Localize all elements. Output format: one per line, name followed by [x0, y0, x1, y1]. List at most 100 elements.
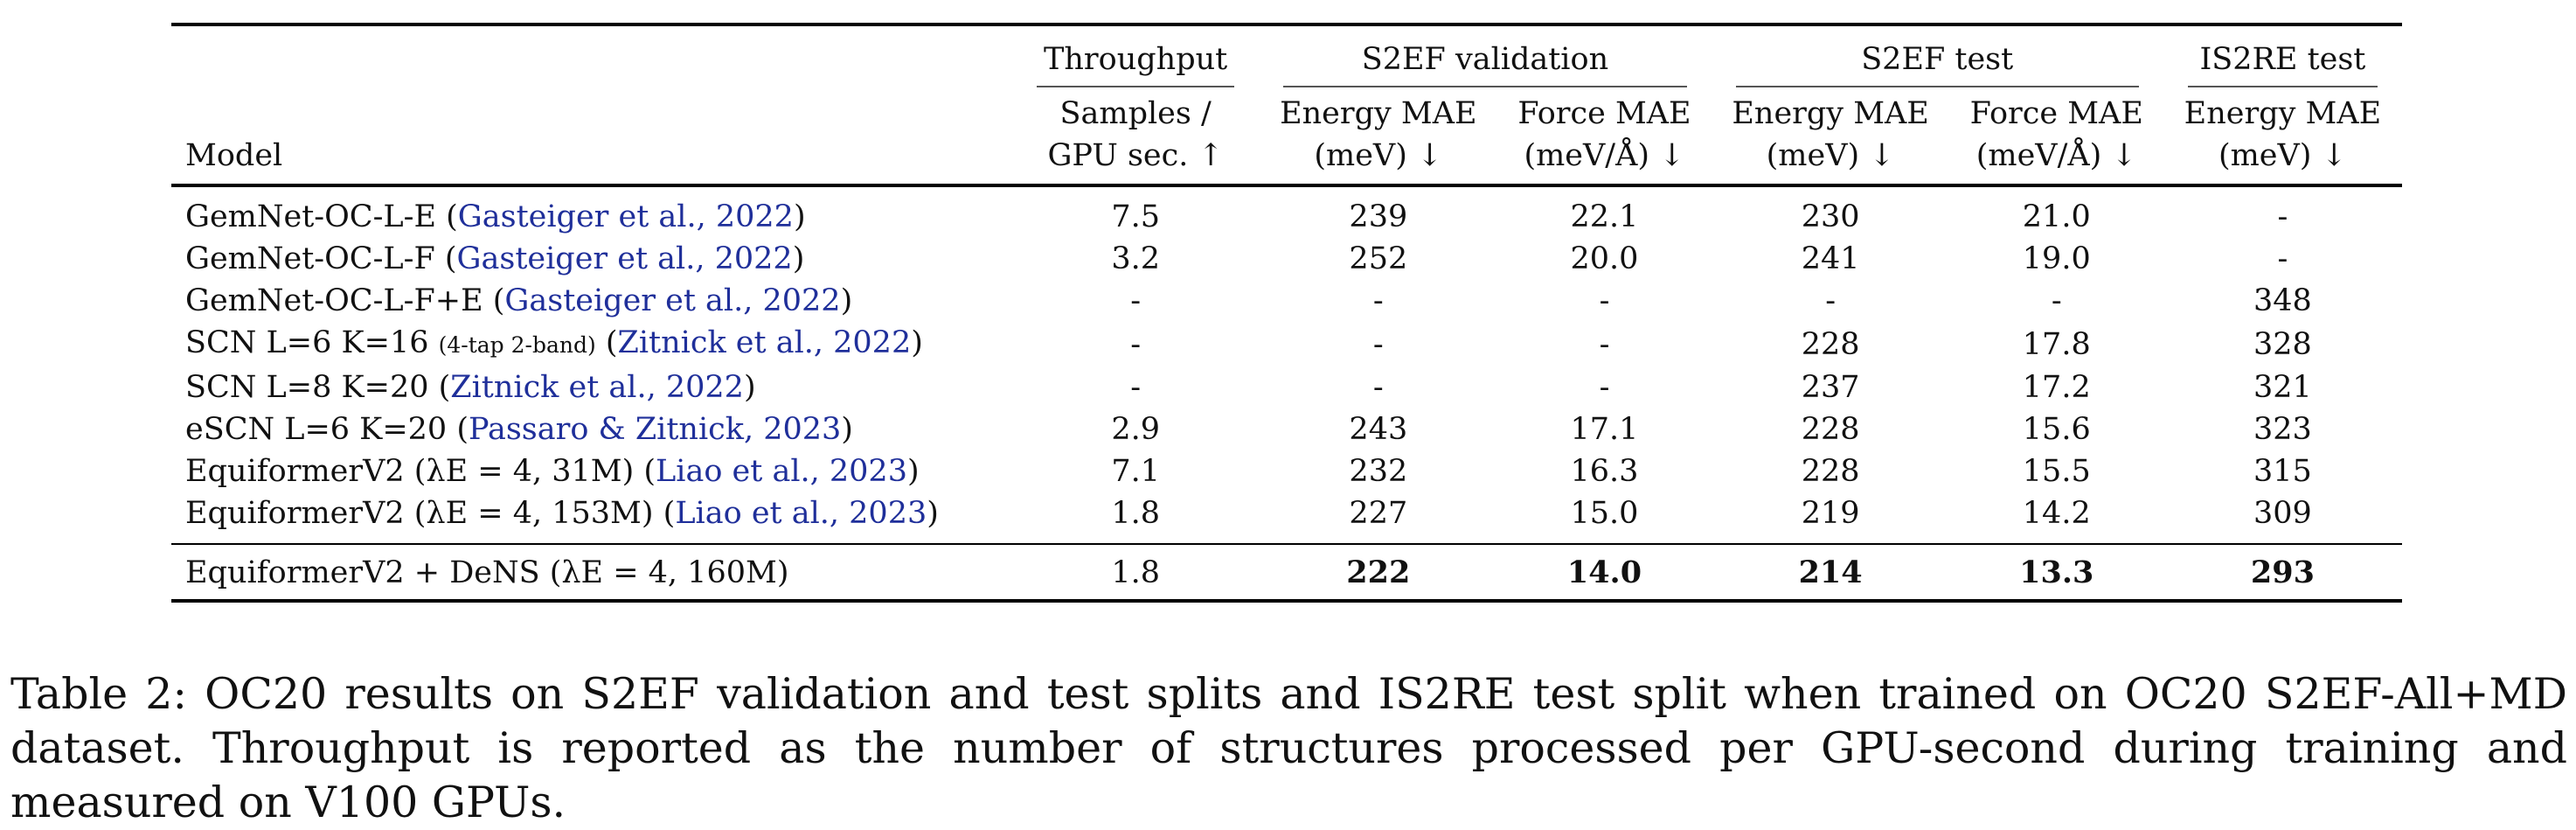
- cell-val-energy: 227: [1349, 496, 1408, 531]
- model-name: eSCN L=6 K=20: [185, 412, 448, 447]
- cell-val-force: 16.3: [1570, 454, 1639, 489]
- cell-throughput: -: [1130, 370, 1142, 405]
- header-is2re-energy-line1: Energy MAE: [2184, 96, 2382, 131]
- cell-model: GemNet-OC-L-F+E (Gasteiger et al., 2022): [185, 283, 853, 318]
- group-throughput: Throughput: [1012, 24, 1259, 87]
- cell-test-energy: 230: [1801, 199, 1860, 234]
- cell-test-energy: 228: [1801, 412, 1860, 447]
- cell-val-energy: -: [1372, 326, 1384, 362]
- citation-link[interactable]: Liao et al., 2023: [675, 496, 927, 531]
- cell-test-energy: 237: [1801, 370, 1860, 405]
- model-group-spacer: [171, 24, 1012, 87]
- cell-throughput: -: [1130, 283, 1142, 318]
- header-test-force-line1: Force MAE: [1969, 96, 2143, 131]
- group-header-row: Throughput S2EF validation S2EF test IS2…: [171, 24, 2402, 87]
- header-test-energy: Energy MAE (meV) ↓: [1712, 87, 1950, 185]
- cell-is2re-energy: 293: [2250, 554, 2315, 590]
- header-throughput-line1: Samples /: [1059, 96, 1212, 131]
- cell-model: SCN L=8 K=20 (Zitnick et al., 2022): [185, 370, 756, 405]
- cell-val-force: 14.0: [1566, 554, 1642, 590]
- header-val-force-line2: (meV/Å) ↓: [1524, 138, 1685, 173]
- cell-model: EquiformerV2 + DeNS (λE = 4, 160M): [185, 555, 789, 590]
- table-row: SCN L=6 K=16 (4-tap 2-band) (Zitnick et …: [171, 322, 2402, 366]
- cell-test-force: 19.0: [2022, 241, 2091, 276]
- citation-link[interactable]: Passaro & Zitnick, 2023: [468, 412, 842, 447]
- cell-val-energy: 232: [1349, 454, 1408, 489]
- model-note: (4-tap 2-band): [438, 332, 596, 358]
- final-row-body: EquiformerV2 + DeNS (λE = 4, 160M) 1.8 2…: [171, 544, 2402, 601]
- model-name: GemNet-OC-L-E: [185, 199, 437, 234]
- cell-model: eSCN L=6 K=20 (Passaro & Zitnick, 2023): [185, 412, 853, 447]
- header-val-force: Force MAE (meV/Å) ↓: [1497, 87, 1711, 185]
- cell-throughput: 7.1: [1111, 454, 1160, 489]
- group-s2ef-validation: S2EF validation: [1259, 24, 1711, 87]
- cell-val-force: 22.1: [1570, 199, 1639, 234]
- cell-is2re-energy: -: [2277, 241, 2288, 276]
- results-table: Throughput S2EF validation S2EF test IS2…: [171, 23, 2402, 603]
- citation-link[interactable]: Liao et al., 2023: [656, 454, 907, 489]
- cell-is2re-energy: 348: [2253, 283, 2312, 318]
- cell-test-force: 15.6: [2022, 412, 2091, 447]
- citation-link[interactable]: Gasteiger et al., 2022: [456, 241, 793, 276]
- cell-throughput: 2.9: [1111, 412, 1160, 447]
- group-s2ef-validation-label: S2EF validation: [1283, 38, 1687, 87]
- cell-is2re-energy: -: [2277, 199, 2288, 234]
- cell-val-energy: 239: [1349, 199, 1408, 234]
- citation-link[interactable]: Gasteiger et al., 2022: [504, 283, 841, 318]
- cell-model: GemNet-OC-L-F (Gasteiger et al., 2022): [185, 241, 805, 276]
- column-header-row: Model Samples / GPU sec. ↑ Energy MAE (meV…: [171, 87, 2402, 185]
- header-test-energy-line2: (meV) ↓: [1766, 138, 1895, 173]
- cell-val-energy: -: [1372, 370, 1384, 405]
- citation-link[interactable]: Gasteiger et al., 2022: [457, 199, 794, 234]
- cell-model: SCN L=6 K=16 (4-tap 2-band) (Zitnick et …: [185, 325, 923, 360]
- cell-test-force: 14.2: [2022, 496, 2091, 531]
- header-is2re-energy-line2: (meV) ↓: [2218, 138, 2347, 173]
- cell-throughput: 7.5: [1111, 199, 1160, 234]
- table-row: GemNet-OC-L-E (Gasteiger et al., 2022) 7.…: [171, 185, 2402, 238]
- table-row: EquiformerV2 (λE = 4, 153M) (Liao et al.…: [171, 492, 2402, 544]
- header-throughput: Samples / GPU sec. ↑: [1012, 87, 1259, 185]
- cell-val-force: -: [1599, 283, 1610, 318]
- cell-val-force: 20.0: [1570, 241, 1639, 276]
- cell-val-force: -: [1599, 370, 1610, 405]
- citation-link[interactable]: Zitnick et al., 2022: [450, 370, 744, 405]
- cell-val-energy: 222: [1346, 554, 1411, 590]
- cell-test-energy: 241: [1801, 241, 1860, 276]
- model-name: EquiformerV2 (λE = 4, 31M): [185, 454, 635, 489]
- model-name: EquiformerV2 (λE = 4, 153M): [185, 496, 654, 531]
- table-header: Throughput S2EF validation S2EF test IS2…: [171, 24, 2402, 185]
- cell-model: EquiformerV2 (λE = 4, 153M) (Liao et al.…: [185, 496, 939, 531]
- cell-test-force: 17.2: [2022, 370, 2091, 405]
- cell-test-energy: -: [1825, 283, 1837, 318]
- cell-test-force: 15.5: [2022, 454, 2091, 489]
- table-row: GemNet-OC-L-F+E (Gasteiger et al., 2022)…: [171, 280, 2402, 322]
- table-row: eSCN L=6 K=20 (Passaro & Zitnick, 2023) 2…: [171, 408, 2402, 450]
- header-val-force-line1: Force MAE: [1517, 96, 1691, 131]
- cell-is2re-energy: 315: [2253, 454, 2312, 489]
- cell-val-force: 17.1: [1570, 412, 1639, 447]
- results-table-container: Throughput S2EF validation S2EF test IS2…: [171, 23, 2402, 603]
- cell-model: EquiformerV2 (λE = 4, 31M) (Liao et al.,…: [185, 454, 920, 489]
- cell-test-energy: 228: [1801, 454, 1860, 489]
- cell-test-energy: 228: [1801, 326, 1860, 362]
- cell-test-force: 17.8: [2022, 326, 2091, 362]
- group-s2ef-test-label: S2EF test: [1735, 38, 2139, 87]
- cell-test-energy: 214: [1798, 554, 1863, 590]
- group-s2ef-test: S2EF test: [1712, 24, 2163, 87]
- header-val-energy-line2: (meV) ↓: [1314, 138, 1443, 173]
- cell-throughput: -: [1130, 326, 1142, 362]
- table-row-dens: EquiformerV2 + DeNS (λE = 4, 160M) 1.8 2…: [171, 544, 2402, 601]
- cell-is2re-energy: 309: [2253, 496, 2312, 531]
- header-throughput-line2: GPU sec. ↑: [1047, 138, 1224, 173]
- cell-test-force: 21.0: [2022, 199, 2091, 234]
- cell-throughput: 1.8: [1111, 496, 1160, 531]
- cell-is2re-energy: 323: [2253, 412, 2312, 447]
- cell-val-energy: 252: [1349, 241, 1408, 276]
- cell-throughput: 1.8: [1111, 555, 1160, 590]
- group-throughput-label: Throughput: [1037, 38, 1235, 87]
- cell-val-energy: 243: [1349, 412, 1408, 447]
- model-name: SCN L=8 K=20: [185, 370, 429, 405]
- citation-link[interactable]: Zitnick et al., 2022: [617, 325, 912, 360]
- table-caption: Table 2: OC20 results on S2EF validation…: [10, 669, 2567, 827]
- cell-test-force: -: [2051, 283, 2062, 318]
